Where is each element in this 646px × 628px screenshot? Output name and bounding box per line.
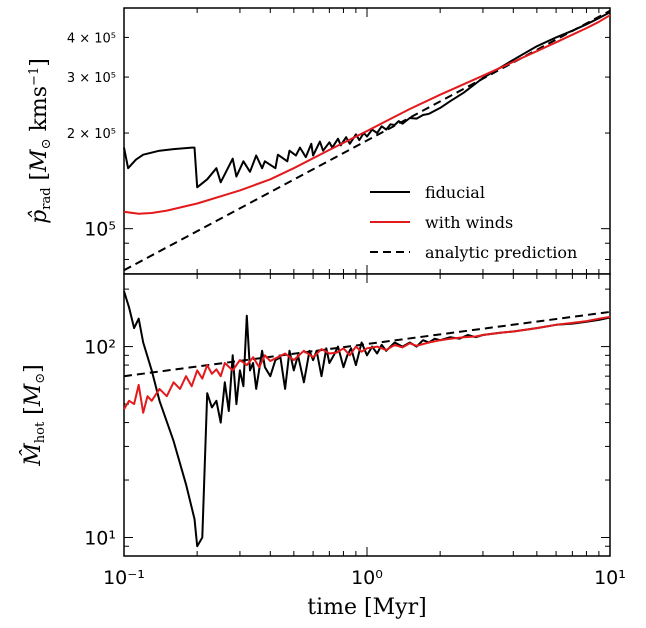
legend-label-analytic-prediction: analytic prediction (425, 243, 577, 262)
top-y-minor-tick-label: 2 × 10⁵ (67, 127, 116, 142)
top-y-minor-tick-label: 4 × 10⁵ (67, 31, 116, 46)
legend-label-with-winds: with winds (425, 213, 513, 232)
top-axis-ticks: 10⁵ 2 × 10⁵ 3 × 10⁵ 4 × 10⁵ (67, 8, 611, 274)
x-tick-label: 10⁰ (351, 567, 383, 589)
x-axis-label: time [Myr] (307, 595, 426, 620)
top-y-axis-label: p̂rad [M⊙ kms−1] (27, 58, 54, 224)
top-panel: 10⁵ 2 × 10⁵ 3 × 10⁵ 4 × 10⁵ fiducial with w… (27, 7, 611, 275)
bottom-y-tick-label: 10¹ (84, 527, 116, 549)
x-tick-label: 10¹ (594, 567, 626, 589)
legend: fiducial with winds analytic prediction (370, 183, 577, 262)
bottom-y-axis-label: M̂hot [M⊙] (20, 364, 48, 467)
x-tick-label: 10⁻¹ (103, 567, 145, 589)
bottom-series-analytic-prediction (123, 310, 611, 378)
legend-label-fiducial: fiducial (425, 183, 485, 202)
bottom-panel-frame (123, 273, 611, 557)
bottom-y-tick-label: 10² (84, 337, 116, 359)
bottom-panel: 10¹ 10² 10⁻¹ 10⁰ 10¹ M̂hot [M⊙] time [Myr] (20, 273, 626, 620)
top-y-minor-tick-label: 3 × 10⁵ (67, 71, 116, 86)
bottom-axis-ticks: 10¹ 10² 10⁻¹ 10⁰ 10¹ (84, 274, 626, 589)
top-series-with-winds (123, 14, 611, 215)
top-series-group (123, 9, 611, 272)
bottom-series-group (123, 290, 611, 548)
top-y-axis-label-text: p̂rad [M⊙ kms−1] (27, 58, 54, 224)
bottom-series-with-winds (123, 315, 611, 414)
bottom-y-axis-label-text: M̂hot [M⊙] (20, 364, 48, 467)
top-y-tick-label: 10⁵ (84, 219, 116, 241)
